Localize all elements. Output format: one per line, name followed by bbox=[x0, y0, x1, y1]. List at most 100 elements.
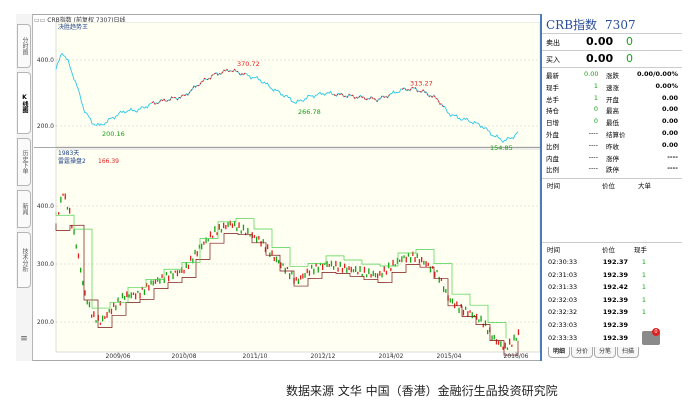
candle bbox=[247, 227, 249, 234]
candle bbox=[498, 340, 500, 345]
quote-value: ---- bbox=[588, 152, 598, 161]
candle bbox=[262, 239, 264, 244]
divider bbox=[542, 50, 682, 51]
candle bbox=[71, 224, 73, 229]
candle bbox=[227, 222, 229, 228]
candle bbox=[240, 230, 242, 234]
tab-price-split[interactable]: 分价 bbox=[571, 347, 594, 358]
source-caption: 数据来源 文华 中国（香港）金融衍生品投资研究院 bbox=[286, 384, 558, 398]
message-badge: 0 bbox=[652, 328, 660, 336]
candle bbox=[348, 266, 350, 271]
candle bbox=[372, 270, 374, 277]
quote-label: 昨收 bbox=[606, 142, 619, 151]
candle bbox=[300, 275, 302, 280]
price-annotation: 200.16 bbox=[102, 130, 125, 138]
quote-label: 最低 bbox=[606, 119, 619, 128]
tab-scan[interactable]: 扫描 bbox=[617, 347, 640, 358]
candle bbox=[161, 274, 163, 279]
candle bbox=[322, 263, 324, 270]
candle bbox=[506, 347, 509, 350]
candle bbox=[423, 260, 425, 265]
candle bbox=[390, 267, 392, 272]
candle bbox=[383, 266, 385, 272]
candle bbox=[209, 231, 212, 238]
candle bbox=[493, 334, 495, 340]
candle bbox=[311, 264, 313, 269]
tab-history-orders[interactable]: 历史下单 bbox=[17, 138, 31, 186]
candle bbox=[60, 196, 62, 203]
tick-row: 02:32:03 192.39 1 bbox=[544, 296, 680, 307]
candle bbox=[218, 223, 220, 230]
tab-technical[interactable]: 技术分析 bbox=[17, 232, 31, 288]
candle bbox=[137, 290, 139, 294]
ask-volume: 0 bbox=[626, 35, 633, 48]
tab-kline[interactable]: K线图 bbox=[17, 72, 31, 134]
candle bbox=[291, 271, 293, 275]
candle bbox=[302, 273, 304, 279]
price-annotation: 313.27 bbox=[410, 80, 433, 88]
ask-price: 0.00 bbox=[586, 35, 614, 48]
candle bbox=[289, 273, 291, 280]
tab-news[interactable]: 新闻 bbox=[17, 190, 31, 228]
candle bbox=[141, 286, 143, 290]
tick-row: 02:30:33 192.37 1 bbox=[544, 258, 680, 269]
upper-indicator-name: 决胜趋势王 bbox=[58, 23, 88, 31]
tick-size: 1 bbox=[641, 270, 646, 279]
bigorder-header-size: 大单 bbox=[638, 182, 651, 190]
candle bbox=[146, 283, 148, 287]
quote-label: 最高 bbox=[606, 107, 619, 116]
quote-value: 0 bbox=[593, 117, 598, 126]
tab-detail[interactable]: 明细 bbox=[548, 347, 571, 358]
ask-row[interactable]: 卖出 0.00 0 bbox=[544, 35, 680, 49]
candle bbox=[77, 253, 80, 259]
tick-time: 02:31:33 bbox=[548, 283, 578, 292]
bigorder-header-time: 时间 bbox=[547, 182, 560, 190]
candle bbox=[379, 270, 381, 276]
candle bbox=[467, 311, 469, 318]
candle bbox=[238, 222, 240, 228]
tab-tick-split[interactable]: 分笔 bbox=[594, 347, 617, 358]
candle bbox=[403, 255, 405, 259]
bid-row[interactable]: 买入 0.00 0 bbox=[544, 52, 680, 66]
candle bbox=[480, 315, 482, 322]
collapse-icon[interactable]: ▭▭ bbox=[34, 17, 46, 24]
candle bbox=[205, 237, 207, 244]
candle bbox=[333, 266, 335, 270]
candle bbox=[154, 279, 157, 284]
candle bbox=[271, 250, 273, 256]
candle bbox=[339, 261, 341, 267]
candle bbox=[385, 270, 388, 275]
candle bbox=[405, 256, 407, 263]
bigorder-header-price: 价位 bbox=[602, 182, 615, 190]
candle bbox=[139, 292, 141, 299]
candle bbox=[306, 268, 308, 274]
candle bbox=[130, 292, 132, 299]
y-tick-label: 200.0 bbox=[37, 123, 54, 130]
tick-time: 02:33:33 bbox=[548, 333, 578, 342]
candle bbox=[185, 262, 187, 269]
candle bbox=[335, 260, 337, 267]
candle bbox=[102, 315, 104, 322]
candle bbox=[82, 280, 84, 286]
quote-label: 现手 bbox=[546, 83, 559, 92]
candle bbox=[234, 220, 236, 227]
tab-intraday[interactable]: 分时图 bbox=[17, 24, 31, 68]
kline-chart[interactable]: 400.0 200.0 400.0 300.0 200.0 2009/06 2010/08 2… bbox=[34, 22, 540, 360]
candle bbox=[190, 255, 192, 261]
tick-time: 02:33:03 bbox=[548, 321, 578, 329]
quote-value: ---- bbox=[588, 164, 598, 173]
quote-label: 外盘 bbox=[546, 131, 559, 139]
candle bbox=[192, 258, 194, 264]
quote-label: 结算价 bbox=[606, 131, 626, 139]
instrument-code: 7307 bbox=[605, 18, 636, 32]
quote-label: 持仓 bbox=[546, 107, 559, 116]
candle bbox=[500, 341, 502, 347]
panel-bottom-tabs: 明细 分价 分笔 扫描 bbox=[548, 347, 640, 359]
left-tab-bar: 分时图 K线图 历史下单 新闻 技术分析 bbox=[16, 14, 33, 361]
candle bbox=[198, 244, 201, 249]
menu-icon[interactable]: ≡ bbox=[20, 334, 28, 344]
quote-label: 比例 bbox=[546, 142, 559, 151]
candle bbox=[352, 269, 355, 273]
candle bbox=[319, 262, 322, 266]
tick-row: 02:32:32 192.39 1 bbox=[544, 308, 680, 319]
